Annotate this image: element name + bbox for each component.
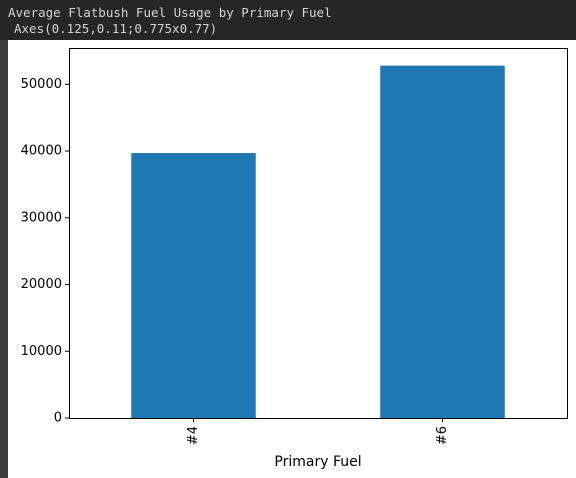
- x-axis: #4 #6: [186, 418, 450, 445]
- bar-1: [131, 153, 256, 418]
- y-tick-label-0: 0: [54, 411, 62, 426]
- y-tick-label-2: 20000: [21, 277, 62, 292]
- bar-chart: 0 10000 20000 30000 40000 50000 #4 #6 Primary …: [21, 48, 568, 470]
- y-tick-label-1: 10000: [21, 344, 62, 359]
- axes-frame: [69, 48, 568, 419]
- x-tick-label-2: #6: [435, 426, 450, 445]
- y-tick-label-3: 30000: [21, 210, 62, 225]
- x-tick-label-1: #4: [186, 426, 201, 445]
- y-axis: 0 10000 20000 30000 40000 50000: [21, 77, 69, 426]
- chart-figure: 0 10000 20000 30000 40000 50000 #4 #6 Primary …: [8, 40, 576, 478]
- bar-2: [380, 65, 505, 418]
- x-axis-label: Primary Fuel: [274, 454, 361, 470]
- cell-gutter: [0, 0, 8, 478]
- y-tick-label-4: 40000: [21, 144, 62, 159]
- y-tick-label-5: 50000: [21, 77, 62, 92]
- bars-group: [131, 65, 505, 418]
- cell-output-text: Average Flatbush Fuel Usage by Primary F…: [0, 0, 576, 40]
- output-line-axes-repr: Axes(0.125,0.11;0.775x0.77): [14, 21, 218, 36]
- output-line-title: Average Flatbush Fuel Usage by Primary F…: [8, 5, 332, 20]
